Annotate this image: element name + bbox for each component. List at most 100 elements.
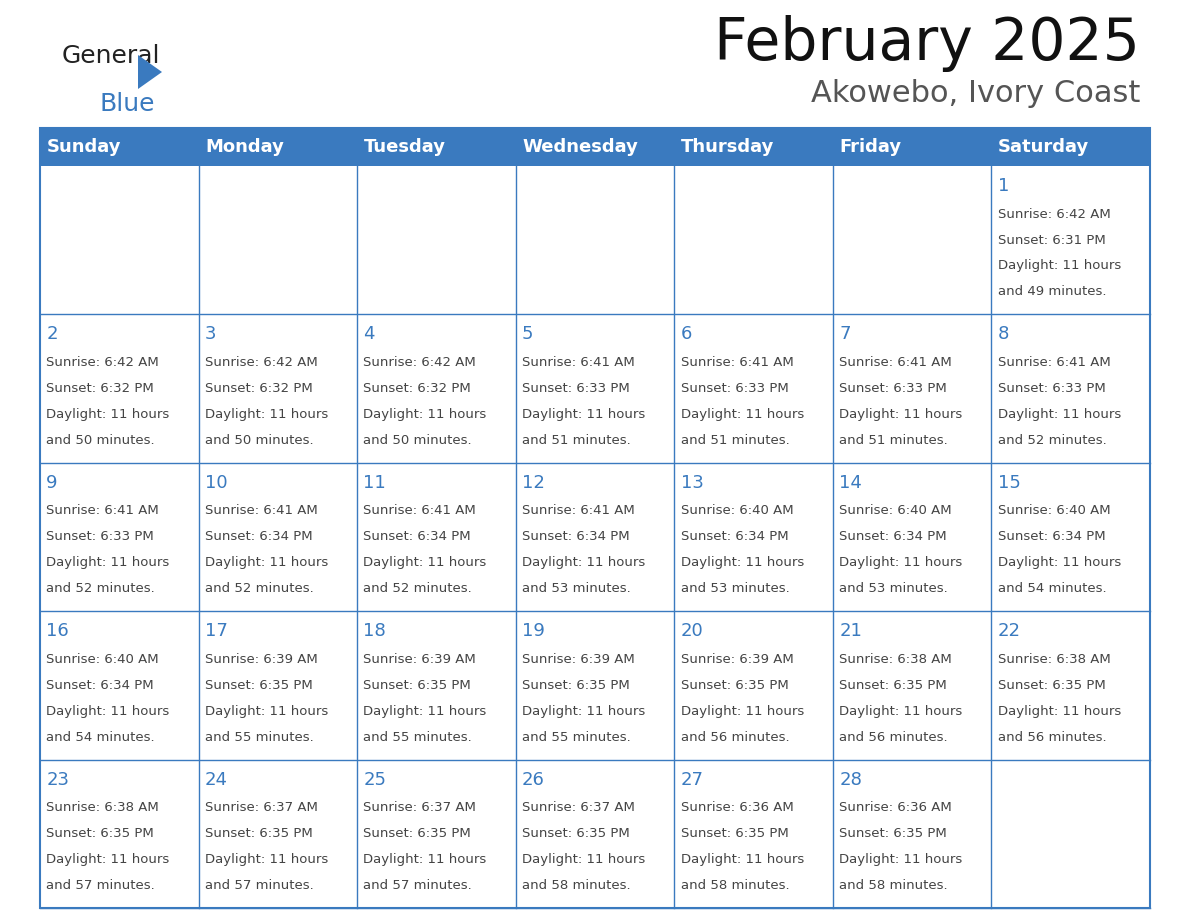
Text: Daylight: 11 hours: Daylight: 11 hours <box>46 853 170 866</box>
Bar <box>198 166 358 314</box>
Bar <box>40 759 198 908</box>
Text: Sunrise: 6:41 AM: Sunrise: 6:41 AM <box>522 504 634 518</box>
Bar <box>516 314 675 463</box>
Text: and 56 minutes.: and 56 minutes. <box>998 731 1106 744</box>
Text: Tuesday: Tuesday <box>364 138 446 156</box>
Bar <box>358 611 516 759</box>
Text: Daylight: 11 hours: Daylight: 11 hours <box>364 853 487 866</box>
Text: 23: 23 <box>46 770 69 789</box>
Text: Sunset: 6:32 PM: Sunset: 6:32 PM <box>364 382 472 395</box>
Bar <box>675 314 833 463</box>
Text: Sunrise: 6:42 AM: Sunrise: 6:42 AM <box>364 356 476 369</box>
Text: and 49 minutes.: and 49 minutes. <box>998 285 1106 298</box>
Text: 25: 25 <box>364 770 386 789</box>
Text: Daylight: 11 hours: Daylight: 11 hours <box>839 408 962 420</box>
Text: Sunset: 6:33 PM: Sunset: 6:33 PM <box>681 382 789 395</box>
Text: Sunrise: 6:42 AM: Sunrise: 6:42 AM <box>998 207 1111 220</box>
Text: Daylight: 11 hours: Daylight: 11 hours <box>681 556 804 569</box>
Text: 8: 8 <box>998 325 1009 343</box>
Text: 20: 20 <box>681 622 703 640</box>
Bar <box>833 463 992 611</box>
Text: Sunrise: 6:41 AM: Sunrise: 6:41 AM <box>998 356 1111 369</box>
Text: Sunrise: 6:40 AM: Sunrise: 6:40 AM <box>681 504 794 518</box>
Text: and 54 minutes.: and 54 minutes. <box>46 731 154 744</box>
Text: Sunset: 6:35 PM: Sunset: 6:35 PM <box>364 827 472 840</box>
Text: and 50 minutes.: and 50 minutes. <box>364 434 472 447</box>
Text: Sunset: 6:33 PM: Sunset: 6:33 PM <box>46 531 154 543</box>
Text: Sunrise: 6:41 AM: Sunrise: 6:41 AM <box>839 356 952 369</box>
Text: Sunrise: 6:41 AM: Sunrise: 6:41 AM <box>681 356 794 369</box>
Text: 13: 13 <box>681 474 703 492</box>
Text: Sunset: 6:33 PM: Sunset: 6:33 PM <box>522 382 630 395</box>
Text: Daylight: 11 hours: Daylight: 11 hours <box>998 705 1121 718</box>
Text: 12: 12 <box>522 474 545 492</box>
Text: Daylight: 11 hours: Daylight: 11 hours <box>364 556 487 569</box>
Text: Sunday: Sunday <box>46 138 121 156</box>
Text: Sunset: 6:32 PM: Sunset: 6:32 PM <box>204 382 312 395</box>
Text: 17: 17 <box>204 622 228 640</box>
Text: Sunset: 6:35 PM: Sunset: 6:35 PM <box>681 678 789 692</box>
Text: Sunrise: 6:39 AM: Sunrise: 6:39 AM <box>204 653 317 666</box>
Text: and 56 minutes.: and 56 minutes. <box>839 731 948 744</box>
Bar <box>40 314 198 463</box>
Bar <box>40 166 198 314</box>
Text: and 56 minutes.: and 56 minutes. <box>681 731 789 744</box>
Text: and 53 minutes.: and 53 minutes. <box>839 582 948 595</box>
Text: Daylight: 11 hours: Daylight: 11 hours <box>998 408 1121 420</box>
Bar <box>675 166 833 314</box>
Text: Sunrise: 6:38 AM: Sunrise: 6:38 AM <box>46 801 159 814</box>
Text: Thursday: Thursday <box>681 138 775 156</box>
Text: Daylight: 11 hours: Daylight: 11 hours <box>998 260 1121 273</box>
Bar <box>992 166 1150 314</box>
Text: 19: 19 <box>522 622 545 640</box>
Text: Sunset: 6:35 PM: Sunset: 6:35 PM <box>522 827 630 840</box>
Text: 15: 15 <box>998 474 1020 492</box>
Text: Sunrise: 6:41 AM: Sunrise: 6:41 AM <box>46 504 159 518</box>
Text: 2: 2 <box>46 325 58 343</box>
Text: and 57 minutes.: and 57 minutes. <box>204 879 314 892</box>
Bar <box>833 166 992 314</box>
Bar <box>198 611 358 759</box>
Text: Daylight: 11 hours: Daylight: 11 hours <box>839 853 962 866</box>
Text: 27: 27 <box>681 770 703 789</box>
Text: 7: 7 <box>839 325 851 343</box>
Text: Daylight: 11 hours: Daylight: 11 hours <box>681 705 804 718</box>
Text: 28: 28 <box>839 770 862 789</box>
Text: Sunset: 6:35 PM: Sunset: 6:35 PM <box>839 678 947 692</box>
Bar <box>992 759 1150 908</box>
Text: Sunset: 6:35 PM: Sunset: 6:35 PM <box>204 678 312 692</box>
Text: Sunrise: 6:36 AM: Sunrise: 6:36 AM <box>839 801 952 814</box>
Text: 10: 10 <box>204 474 228 492</box>
Bar <box>198 463 358 611</box>
Text: and 54 minutes.: and 54 minutes. <box>998 582 1106 595</box>
Text: Daylight: 11 hours: Daylight: 11 hours <box>522 556 645 569</box>
Bar <box>675 611 833 759</box>
Text: Daylight: 11 hours: Daylight: 11 hours <box>204 408 328 420</box>
Text: Daylight: 11 hours: Daylight: 11 hours <box>204 556 328 569</box>
Bar <box>675 759 833 908</box>
Bar <box>40 128 1150 908</box>
Text: Sunset: 6:34 PM: Sunset: 6:34 PM <box>46 678 154 692</box>
Text: Sunrise: 6:39 AM: Sunrise: 6:39 AM <box>522 653 634 666</box>
Text: and 57 minutes.: and 57 minutes. <box>46 879 156 892</box>
Text: and 51 minutes.: and 51 minutes. <box>522 434 631 447</box>
Text: Sunset: 6:35 PM: Sunset: 6:35 PM <box>522 678 630 692</box>
Bar <box>198 759 358 908</box>
Text: Saturday: Saturday <box>998 138 1089 156</box>
Text: Sunset: 6:35 PM: Sunset: 6:35 PM <box>364 678 472 692</box>
Text: Sunrise: 6:39 AM: Sunrise: 6:39 AM <box>364 653 476 666</box>
Text: 5: 5 <box>522 325 533 343</box>
Text: Sunrise: 6:41 AM: Sunrise: 6:41 AM <box>522 356 634 369</box>
Text: Daylight: 11 hours: Daylight: 11 hours <box>522 705 645 718</box>
Text: Daylight: 11 hours: Daylight: 11 hours <box>46 705 170 718</box>
Text: Sunset: 6:35 PM: Sunset: 6:35 PM <box>46 827 154 840</box>
Text: Sunset: 6:31 PM: Sunset: 6:31 PM <box>998 233 1106 247</box>
Text: Sunset: 6:34 PM: Sunset: 6:34 PM <box>998 531 1105 543</box>
Text: Friday: Friday <box>839 138 902 156</box>
Text: Sunset: 6:33 PM: Sunset: 6:33 PM <box>998 382 1106 395</box>
Bar <box>675 463 833 611</box>
Text: 26: 26 <box>522 770 545 789</box>
Text: and 58 minutes.: and 58 minutes. <box>681 879 789 892</box>
Text: 4: 4 <box>364 325 375 343</box>
Bar <box>992 611 1150 759</box>
